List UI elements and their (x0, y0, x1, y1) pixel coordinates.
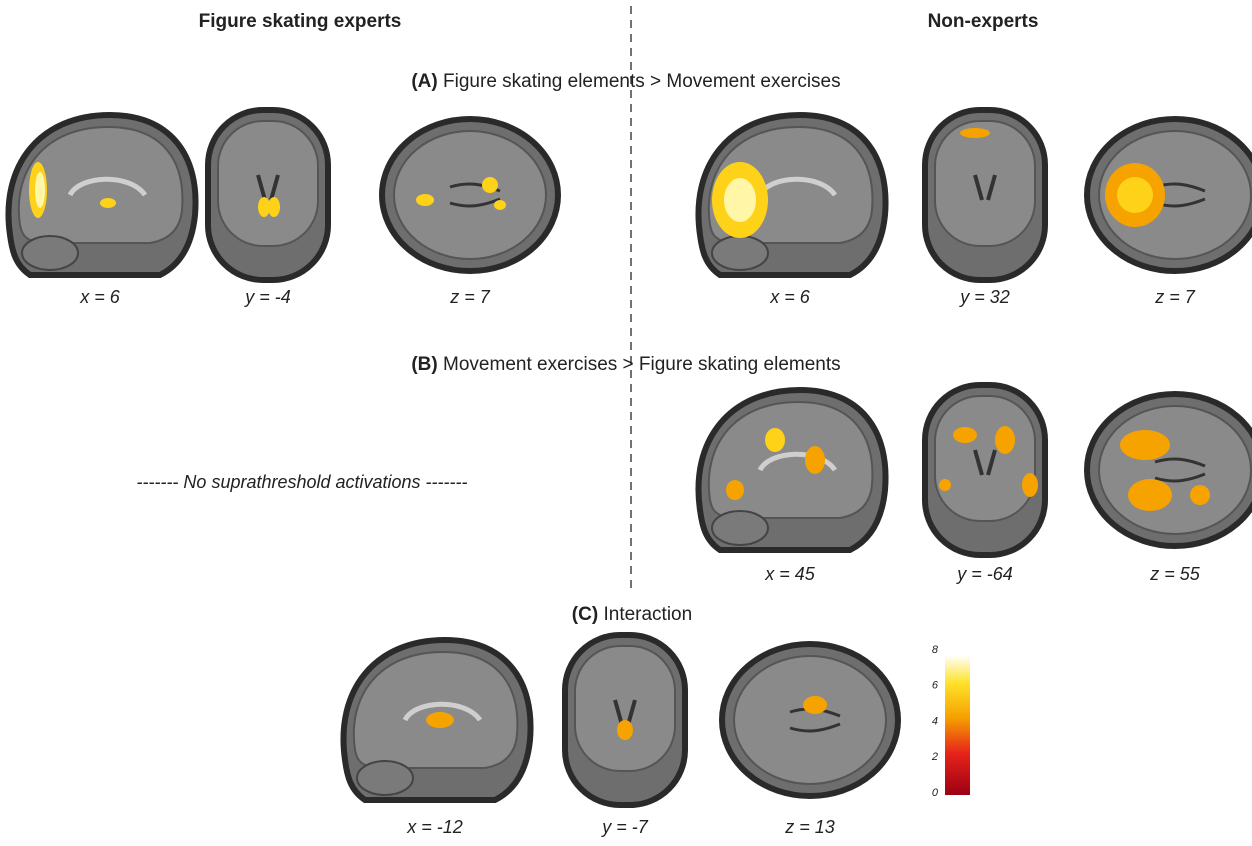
activation (803, 696, 827, 714)
activation (960, 128, 990, 138)
brain-slice (1087, 394, 1252, 546)
panel-title: (A) Figure skating elements > Movement e… (411, 71, 840, 92)
slice-coordinate: z = 7 (449, 287, 491, 307)
cerebellum (357, 761, 413, 795)
column-header: Non-experts (928, 11, 1039, 32)
activation (1190, 485, 1210, 505)
brain-slice (565, 635, 685, 805)
colorbar-tick-label: 4 (932, 715, 938, 727)
brain-slice (382, 119, 558, 271)
slice-coordinate: z = 13 (784, 817, 835, 837)
brain-slice (925, 110, 1045, 280)
activation (1120, 430, 1170, 460)
activation (1022, 473, 1038, 497)
slice-coordinate: y = -64 (955, 564, 1013, 584)
brain-slice (8, 115, 195, 275)
cerebellum (22, 236, 78, 270)
activation (995, 426, 1015, 454)
activation (100, 198, 116, 208)
activation (939, 479, 951, 491)
brain-tissue (394, 131, 546, 259)
slice-coordinate: x = -12 (406, 817, 463, 837)
brain-slice (698, 390, 885, 550)
panel-title: (B) Movement exercises > Figure skating … (411, 354, 840, 375)
activation (268, 197, 280, 217)
activation (426, 712, 454, 728)
colorbar-tick-label: 6 (932, 680, 939, 692)
colorbar-tick-label: 0 (932, 787, 939, 799)
brain-tissue (734, 656, 886, 784)
activation (494, 200, 506, 210)
slice-coordinate: x = 6 (769, 287, 811, 307)
panel-letter: (C) (572, 604, 598, 625)
brain-slice (722, 644, 898, 796)
panel-letter: (A) (411, 71, 437, 92)
slice-coordinate: y = -7 (600, 817, 649, 837)
slice-coordinate: x = 6 (79, 287, 121, 307)
no-activation-note: ------- No suprathreshold activations --… (136, 472, 467, 492)
slice-coordinate: y = -4 (243, 287, 291, 307)
panel-text: Figure skating elements > Movement exerc… (443, 71, 841, 92)
activation (724, 178, 756, 222)
slice-coordinate: x = 45 (764, 564, 816, 584)
activation (617, 720, 633, 740)
brain-tissue (935, 396, 1035, 521)
brain-tissue (1099, 406, 1251, 534)
brain-tissue (935, 121, 1035, 246)
brain-tissue (575, 646, 675, 771)
brain-slice (343, 640, 530, 800)
panel-title: (C) Interaction (572, 604, 692, 625)
brain-slice (208, 110, 328, 280)
brain-tissue (218, 121, 318, 246)
slice-coordinate: z = 7 (1154, 287, 1196, 307)
panel-text: Movement exercises > Figure skating elem… (443, 354, 841, 375)
figure: Figure skating experts Non-experts (A) F… (0, 0, 1252, 841)
activation (765, 428, 785, 452)
colorbar (945, 655, 970, 795)
panel-letter: (B) (411, 354, 437, 375)
cerebellum (712, 511, 768, 545)
activation (416, 194, 434, 206)
activation (726, 480, 744, 500)
activation (1117, 177, 1153, 213)
activation (953, 427, 977, 443)
activation (1128, 479, 1172, 511)
brain-slice (1087, 119, 1252, 271)
cerebellum (712, 236, 768, 270)
colorbar-tick-label: 2 (931, 751, 938, 763)
panel-text: Interaction (603, 604, 692, 625)
column-header: Figure skating experts (199, 11, 402, 32)
colorbar-tick-label: 8 (932, 644, 939, 656)
brain-slice (925, 385, 1045, 555)
page: {"columns": {"left": "Figure skating exp… (0, 0, 1252, 841)
brain-slice (698, 115, 885, 275)
activation (35, 172, 45, 208)
activation (805, 446, 825, 474)
slice-coordinate: z = 55 (1149, 564, 1201, 584)
activation (482, 177, 498, 193)
slice-coordinate: y = 32 (958, 287, 1010, 307)
